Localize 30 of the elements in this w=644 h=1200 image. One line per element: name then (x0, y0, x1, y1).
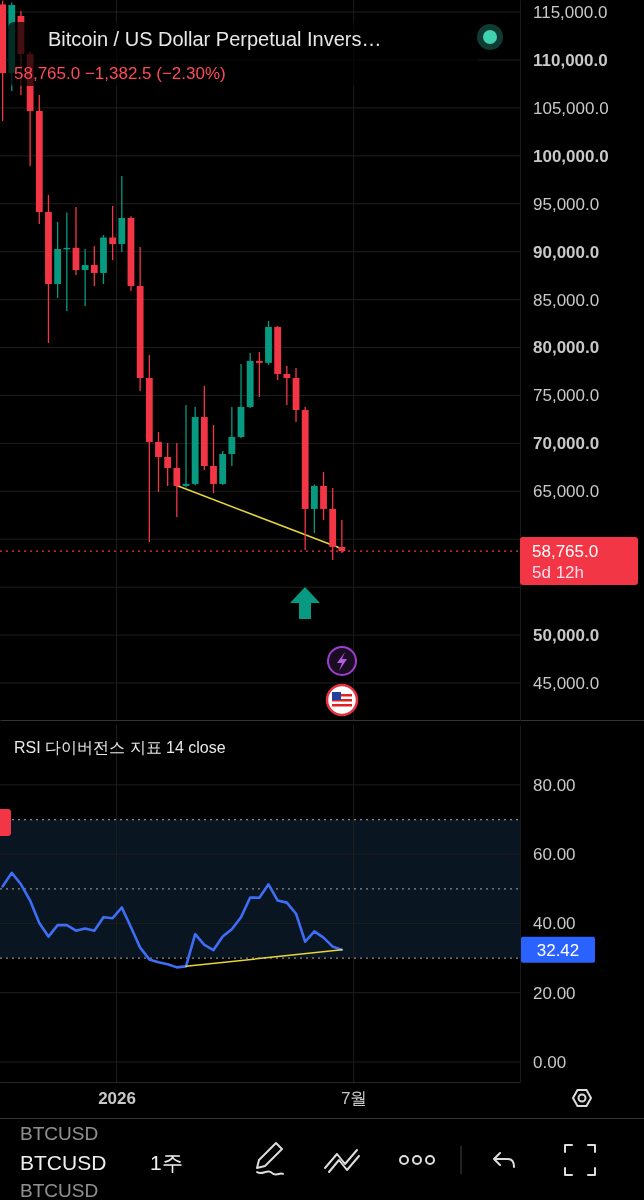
text: 5d 12h (532, 563, 584, 583)
text: BTCUSD (20, 1180, 99, 1200)
y-tick-label: 95,000.0 (533, 194, 600, 214)
y-tick-label: 65,000.0 (533, 482, 600, 502)
y-tick-label: 80.00 (533, 775, 576, 795)
y-tick-label: 110,000.0 (533, 50, 608, 70)
ref-line-label: 58,765.0 (532, 542, 599, 562)
x-tick-label: 7월 (340, 1089, 368, 1109)
y-tick-label: 20.00 (533, 983, 576, 1003)
text: 58,765.0 −1,382.5 (−2.30%) (14, 64, 226, 83)
y-tick-label: 80,000.0 (533, 338, 600, 358)
y-tick-label: 40.00 (533, 914, 576, 934)
y-tick-label: 70,000.0 (533, 434, 600, 454)
y-tick-label: 100,000.0 (533, 146, 609, 166)
text: RSI 다이버전스 지표 14 close (14, 739, 226, 756)
x-tick-label: 2026 (98, 1089, 136, 1109)
text: 32.42 (536, 940, 580, 960)
y-tick-label: 85,000.0 (533, 290, 600, 310)
y-tick-label: 45,000.0 (533, 673, 600, 693)
y-tick-label: 115,000.0 (533, 3, 608, 23)
y-tick-label: 75,000.0 (533, 386, 600, 406)
y-tick-label: 90,000.0 (533, 242, 600, 262)
text: BTCUSD (20, 1151, 107, 1174)
text: 1주 (150, 1151, 183, 1174)
y-tick-label: 60.00 (533, 845, 576, 865)
text: BTCUSD (20, 1123, 99, 1144)
y-tick-label: 50,000.0 (533, 626, 600, 646)
text: Bitcoin / US Dollar Perpetual Invers… (48, 28, 382, 50)
y-tick-label: 0.00 (533, 1052, 567, 1072)
y-tick-label: 105,000.0 (533, 98, 609, 118)
